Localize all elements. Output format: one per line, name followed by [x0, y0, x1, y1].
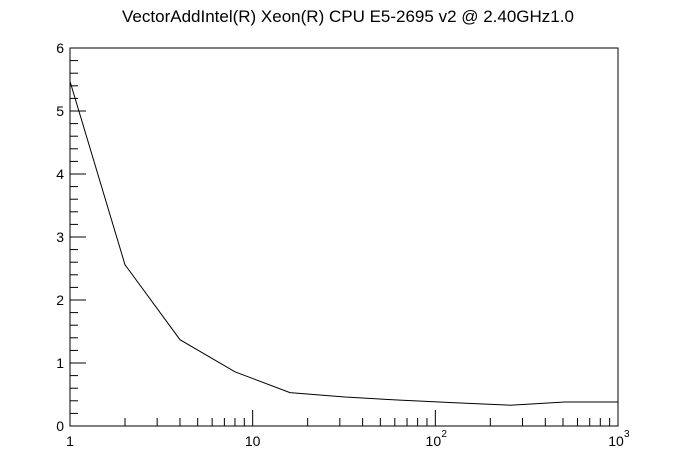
x-tick-label: 1 [66, 433, 74, 449]
y-tick-label: 3 [56, 229, 64, 245]
y-tick-label: 6 [56, 40, 64, 56]
chart-title: VectorAddIntel(R) Xeon(R) CPU E5-2695 v2… [122, 7, 574, 26]
x-tick-exponent: 3 [624, 429, 630, 440]
y-tick-label: 1 [56, 355, 64, 371]
x-tick-base: 10 [608, 433, 624, 449]
x-axis: 1 10 10 2 10 3 [66, 410, 630, 449]
series-line [69, 81, 618, 406]
y-tick-label: 5 [56, 103, 64, 119]
series-group [69, 81, 618, 406]
x-tick-base: 10 [426, 433, 442, 449]
x-tick-label: 10 2 [426, 429, 448, 449]
x-tick-exponent: 2 [441, 429, 447, 440]
y-tick-label: 2 [56, 292, 64, 308]
x-tick-label: 10 [245, 433, 261, 449]
x-tick-label: 10 3 [608, 429, 630, 449]
plot-frame [69, 47, 619, 427]
y-axis: 0 1 2 3 4 5 6 [56, 40, 86, 434]
x-tick-base: 10 [245, 433, 261, 449]
y-tick-label: 4 [56, 166, 64, 182]
x-tick-base: 1 [66, 433, 74, 449]
y-tick-label: 0 [56, 418, 64, 434]
